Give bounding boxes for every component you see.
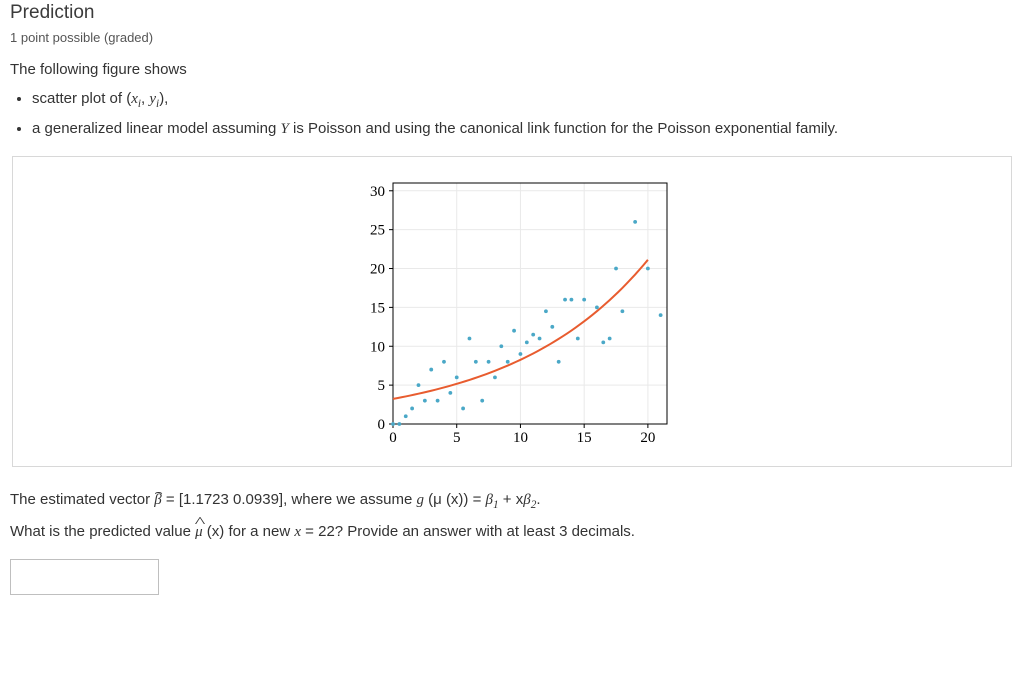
text: (μ (x)) = (424, 491, 486, 508)
var-g: g (416, 492, 424, 508)
var-beta1: β (486, 492, 493, 508)
chart-container: 0 5 10 15 20 0 5 10 15 20 25 30 (12, 156, 1012, 467)
svg-text:10: 10 (513, 430, 528, 446)
text: is Poisson and using the canonical link … (289, 120, 838, 137)
svg-text:20: 20 (370, 262, 385, 278)
svg-text:5: 5 (378, 378, 386, 394)
mu-hat: μ (195, 524, 203, 541)
svg-text:10: 10 (370, 339, 385, 355)
svg-text:0: 0 (378, 417, 386, 433)
page-title: Prediction (10, 2, 1014, 24)
bullet-list: scatter plot of (xi, yi), a generalized … (10, 90, 1014, 138)
text: a generalized linear model assuming (32, 120, 280, 137)
points-possible: 1 point possible (graded) (10, 30, 1014, 45)
question-text: What is the predicted value μ (x) for a … (10, 523, 1014, 541)
text: + x (499, 491, 524, 508)
svg-text:5: 5 (453, 430, 461, 446)
svg-text:25: 25 (370, 223, 385, 239)
text: scatter plot of ( (32, 90, 131, 107)
svg-text:15: 15 (370, 300, 385, 316)
text: (x) for a new (203, 523, 295, 540)
text: = [1.1723 0.0939], where we assume (162, 491, 417, 508)
list-item: scatter plot of (xi, yi), (32, 90, 1014, 110)
var-beta2: β (523, 492, 530, 508)
list-item: a generalized linear model assuming Y is… (32, 120, 1014, 138)
text: ), (159, 90, 168, 107)
var-x: x (294, 524, 301, 540)
text: . (536, 491, 540, 508)
answer-input[interactable] (10, 559, 159, 595)
svg-text:20: 20 (640, 430, 655, 446)
svg-text:0: 0 (389, 430, 397, 446)
beta-vector-text: The estimated vector ⌢β = [1.1723 0.0939… (10, 491, 1014, 511)
svg-text:30: 30 (370, 184, 385, 200)
text: What is the predicted value (10, 523, 195, 540)
text: The estimated vector (10, 491, 154, 508)
text: = 22? Provide an answer with at least 3 … (301, 523, 635, 540)
var-Y: Y (280, 121, 288, 137)
scatter-chart: 0 5 10 15 20 0 5 10 15 20 25 30 (347, 167, 677, 452)
svg-text:15: 15 (577, 430, 592, 446)
intro-text: The following figure shows (10, 61, 1014, 78)
var-x: x (131, 91, 138, 107)
